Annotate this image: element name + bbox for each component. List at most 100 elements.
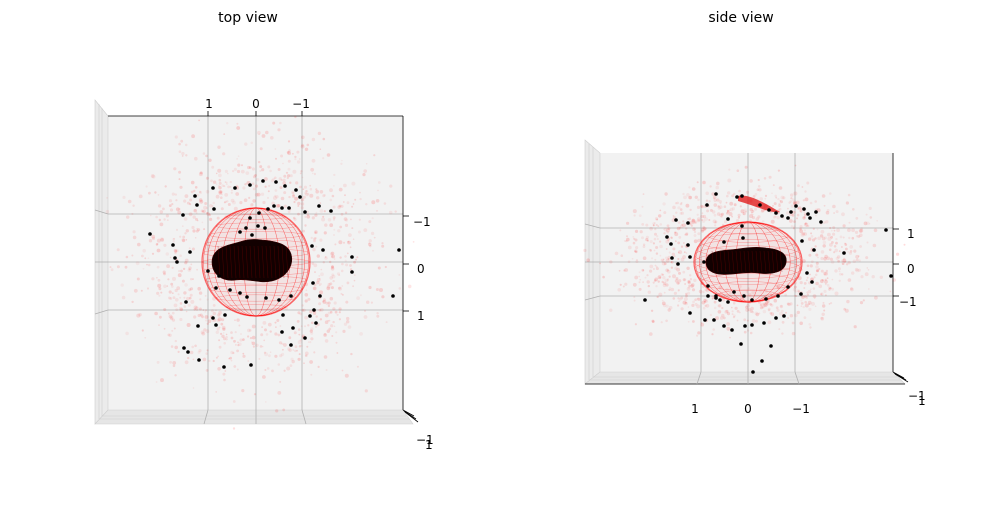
cloud-particle xyxy=(296,150,300,154)
cloud-particle xyxy=(672,205,676,210)
scatter-point xyxy=(182,346,186,350)
cloud-particle xyxy=(185,310,188,313)
cloud-particle xyxy=(659,223,663,226)
cloud-particle xyxy=(267,190,270,193)
scatter-point xyxy=(321,248,325,252)
cloud-particle xyxy=(831,287,835,291)
cloud-particle xyxy=(121,295,126,300)
cloud-particle xyxy=(815,261,819,265)
cloud-particle xyxy=(329,296,334,301)
cloud-particle xyxy=(173,249,178,253)
cloud-particle xyxy=(259,345,263,348)
cloud-particle xyxy=(270,136,274,140)
cloud-particle xyxy=(586,258,590,263)
cloud-particle xyxy=(193,305,198,310)
cloud-particle xyxy=(702,225,705,229)
cloud-particle xyxy=(731,313,734,316)
cloud-particle xyxy=(171,203,174,206)
scatter-point xyxy=(303,210,307,214)
cloud-particle xyxy=(187,303,191,307)
cloud-particle xyxy=(341,159,343,162)
scatter-point xyxy=(776,294,780,298)
cloud-particle xyxy=(198,119,201,122)
cloud-particle xyxy=(654,264,657,267)
cloud-particle xyxy=(170,282,174,286)
cloud-particle xyxy=(333,228,336,231)
scatter-point xyxy=(181,213,185,217)
cloud-particle xyxy=(662,303,667,308)
cloud-particle xyxy=(224,181,227,183)
cloud-particle xyxy=(740,209,745,214)
cloud-particle xyxy=(251,341,256,346)
cloud-particle xyxy=(274,176,277,180)
cloud-particle xyxy=(310,327,314,331)
scatter-point xyxy=(676,262,680,266)
cloud-particle xyxy=(632,241,636,245)
cloud-particle xyxy=(304,354,307,357)
cloud-particle xyxy=(338,187,343,192)
cloud-particle xyxy=(661,299,664,302)
cloud-particle xyxy=(287,174,291,178)
cloud-particle xyxy=(338,274,341,276)
cloud-particle xyxy=(826,283,830,287)
cloud-particle xyxy=(848,236,851,240)
cloud-particle xyxy=(324,339,329,343)
cloud-particle xyxy=(679,212,683,215)
cloud-particle xyxy=(666,230,670,234)
cloud-particle xyxy=(822,304,826,308)
cloud-particle xyxy=(722,316,726,320)
cloud-particle xyxy=(198,190,202,194)
scatter-point xyxy=(196,324,200,328)
cloud-particle xyxy=(278,341,283,345)
cloud-particle xyxy=(654,232,657,236)
cloud-particle xyxy=(294,158,297,161)
cloud-particle xyxy=(232,427,236,430)
scatter-point xyxy=(222,365,226,369)
cloud-particle xyxy=(687,306,690,308)
cloud-particle xyxy=(283,174,287,178)
cloud-particle xyxy=(681,223,684,226)
cloud-particle xyxy=(202,209,206,214)
cloud-particle xyxy=(223,133,226,136)
cloud-particle xyxy=(105,209,110,214)
cloud-particle xyxy=(344,194,346,197)
cloud-particle xyxy=(383,202,387,205)
cloud-particle xyxy=(807,225,810,227)
cloud-particle xyxy=(866,221,870,226)
cloud-particle xyxy=(228,357,231,360)
cloud-particle xyxy=(682,192,685,196)
cloud-particle xyxy=(145,185,148,188)
cloud-particle xyxy=(757,215,761,219)
cloud-particle xyxy=(292,192,294,194)
scatter-point xyxy=(741,236,745,240)
cloud-particle xyxy=(187,268,192,272)
scatter-point xyxy=(806,212,810,216)
cloud-particle xyxy=(197,313,201,318)
cloud-particle xyxy=(151,174,156,179)
cloud-particle xyxy=(700,204,704,208)
cloud-particle xyxy=(662,202,666,206)
cloud-particle xyxy=(874,295,878,300)
cloud-particle xyxy=(687,281,691,285)
cloud-particle xyxy=(223,378,226,382)
cloud-particle xyxy=(310,167,315,172)
cloud-particle xyxy=(796,213,800,217)
cloud-particle xyxy=(373,236,376,239)
cloud-particle xyxy=(635,246,639,250)
cloud-particle xyxy=(703,301,707,304)
cloud-particle xyxy=(236,158,239,160)
cloud-particle xyxy=(174,135,178,139)
cloud-particle xyxy=(830,235,833,239)
cloud-particle xyxy=(292,194,295,197)
cloud-particle xyxy=(394,210,397,213)
cloud-particle xyxy=(343,322,348,326)
cloud-particle xyxy=(110,268,114,272)
cloud-particle xyxy=(641,223,645,226)
scatter-point xyxy=(312,308,316,312)
cloud-particle xyxy=(287,140,291,143)
cloud-particle xyxy=(258,133,261,136)
cloud-particle xyxy=(206,211,209,214)
cloud-particle xyxy=(842,258,847,263)
side-view-bottom-tick-label: 0 xyxy=(744,402,752,416)
